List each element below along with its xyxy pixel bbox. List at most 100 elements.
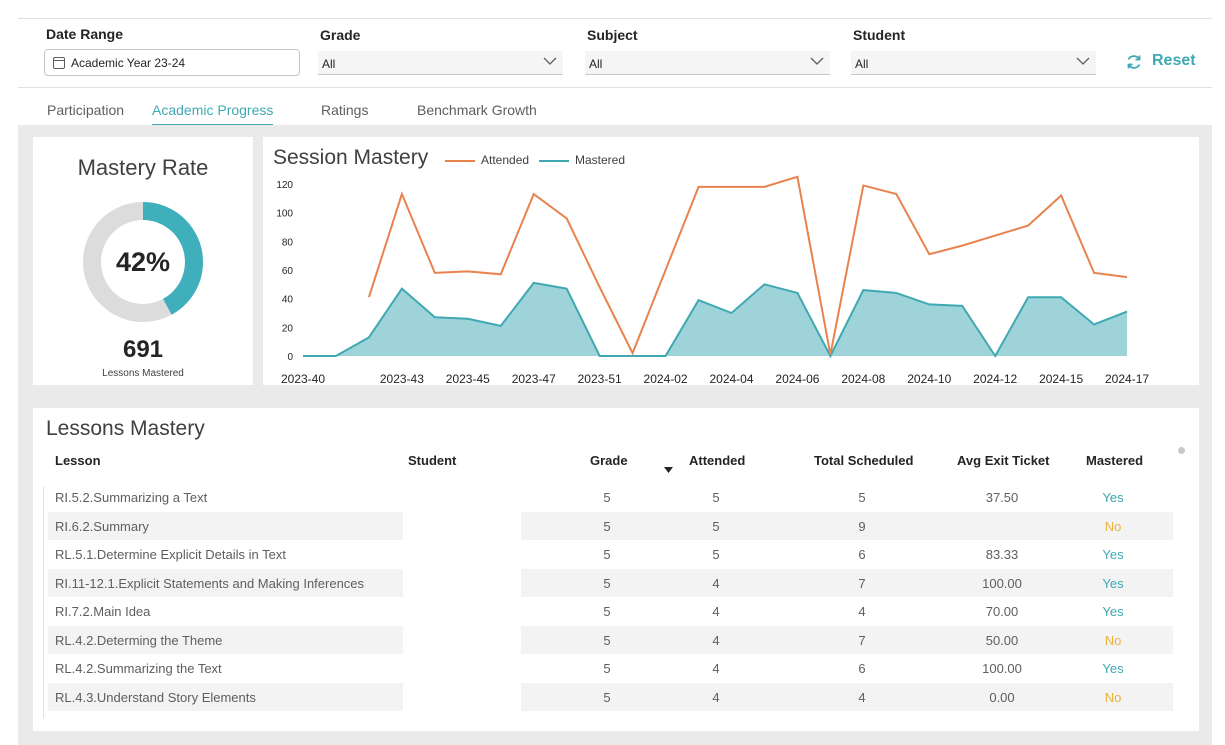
legend-attended-swatch xyxy=(445,160,475,162)
cell-mastered: Yes xyxy=(1102,547,1124,562)
chevron-down-icon xyxy=(1076,57,1090,65)
session-mastery-chart: 0 20 40 60 80 100 120 2023-40 2023-43 2023-45 2023… xyxy=(276,175,1149,385)
col-total-scheduled[interactable]: Total Scheduled xyxy=(814,453,914,468)
y-tick-label: 0 xyxy=(287,352,293,363)
cell-lesson: RI.11-12.1.Explicit Statements and Makin… xyxy=(55,575,365,591)
cell-total: 4 xyxy=(858,689,866,705)
col-student[interactable]: Student xyxy=(408,453,457,468)
table-row[interactable]: RI.6.2.Summary 5 5 9 No xyxy=(48,511,1173,540)
cell-grade: 5 xyxy=(603,575,611,591)
cell-lesson: RI.5.2.Summarizing a Text xyxy=(55,490,208,505)
filter-divider xyxy=(18,87,1212,88)
table-row[interactable]: RI.5.2.Summarizing a Text 5 5 5 37.50 Yes xyxy=(48,483,1173,511)
cell-total: 9 xyxy=(858,518,866,534)
donut-mastered-arc xyxy=(83,202,203,322)
x-tick-label: 2023-43 xyxy=(380,372,424,385)
x-tick-label: 2024-10 xyxy=(907,372,951,385)
subject-dropdown[interactable]: All xyxy=(585,51,830,75)
col-mastered[interactable]: Mastered xyxy=(1086,453,1144,468)
refresh-icon xyxy=(1127,55,1141,69)
grade-dropdown[interactable]: All xyxy=(318,51,563,75)
table-row[interactable]: RI.7.2.Main Idea 5 4 4 70.00 Yes xyxy=(48,597,1173,625)
row-shade xyxy=(521,511,1173,540)
table-row[interactable]: RI.11-12.1.Explicit Statements and Makin… xyxy=(48,568,1173,597)
tab-ratings[interactable]: Ratings xyxy=(321,102,369,118)
x-tick-label: 2024-06 xyxy=(775,372,819,385)
row-shade xyxy=(521,682,1173,711)
cell-total: 4 xyxy=(858,604,866,619)
x-tick-label: 2023-51 xyxy=(578,372,622,385)
cell-grade: 5 xyxy=(603,661,611,676)
cell-grade: 5 xyxy=(603,490,611,505)
cell-grade: 5 xyxy=(603,604,611,619)
cell-attended: 5 xyxy=(712,490,720,505)
cell-attended: 5 xyxy=(712,518,720,534)
chevron-down-icon xyxy=(810,57,824,65)
grade-label: Grade xyxy=(320,27,361,43)
row-shade xyxy=(48,625,403,654)
grade-filter: Grade xyxy=(320,27,360,43)
cell-total: 5 xyxy=(858,490,866,505)
col-attended[interactable]: Attended xyxy=(689,453,746,468)
col-avg-exit-ticket[interactable]: Avg Exit Ticket xyxy=(957,453,1050,468)
x-tick-label: 2024-17 xyxy=(1105,372,1149,385)
cell-total: 6 xyxy=(858,661,866,676)
table-left-border xyxy=(43,486,44,718)
report-canvas: Mastery Rate 42% 691 Lessons Mastered Se… xyxy=(18,125,1212,745)
session-mastery-title: Session Mastery xyxy=(273,146,429,169)
cell-lesson: RL.4.3.Understand Story Elements xyxy=(55,689,256,705)
legend-mastered-swatch xyxy=(539,160,569,162)
lessons-mastered-caption: Lessons Mastered xyxy=(102,368,184,379)
cell-attended: 4 xyxy=(712,661,720,676)
cell-lesson: RL.5.1.Determine Explicit Details in Tex… xyxy=(55,547,286,562)
sort-desc-icon[interactable] xyxy=(664,467,673,473)
mastery-rate-card: Mastery Rate 42% 691 Lessons Mastered xyxy=(33,137,253,385)
y-tick-label: 100 xyxy=(276,209,293,220)
cell-mastered: Yes xyxy=(1102,661,1124,676)
subject-filter: Subject xyxy=(587,27,638,43)
top-divider xyxy=(18,18,1212,19)
tab-benchmark-growth[interactable]: Benchmark Growth xyxy=(413,102,541,126)
row-shade xyxy=(48,511,403,540)
cell-mastered: No xyxy=(1104,689,1122,705)
date-range-filter: Date Range xyxy=(46,26,123,42)
legend-attended-label: Attended xyxy=(481,153,530,167)
subject-label: Subject xyxy=(587,27,638,43)
x-tick-label: 2024-02 xyxy=(644,372,688,385)
x-tick-label: 2024-12 xyxy=(973,372,1017,385)
cell-total: 6 xyxy=(858,547,866,562)
cell-attended: 5 xyxy=(712,547,720,562)
cell-lesson: RL.4.2.Determing the Theme xyxy=(55,632,223,648)
y-tick-label: 20 xyxy=(282,323,294,334)
table-row[interactable]: RL.5.1.Determine Explicit Details in Tex… xyxy=(48,540,1173,568)
chevron-down-icon xyxy=(543,57,557,65)
date-range-input[interactable]: Academic Year 23-24 xyxy=(44,49,300,76)
table-row[interactable]: RL.4.2.Summarizing the Text 5 4 6 100.00 Yes xyxy=(48,654,1173,682)
date-range-value: Academic Year 23-24 xyxy=(71,56,186,70)
col-lesson[interactable]: Lesson xyxy=(55,453,101,468)
calendar-icon xyxy=(53,57,65,69)
table-row[interactable]: RL.4.2.Determing the Theme 5 4 7 50.00 No xyxy=(48,625,1173,654)
cell-avg: 0.00 xyxy=(989,689,1015,705)
tab-academic-progress[interactable]: Academic Progress xyxy=(152,102,274,126)
cell-mastered: No xyxy=(1104,632,1122,648)
row-shade xyxy=(521,625,1173,654)
table-row[interactable]: RL.4.3.Understand Story Elements 5 4 4 0.00 N… xyxy=(48,682,1173,711)
cell-avg: 83.33 xyxy=(985,547,1019,562)
col-grade[interactable]: Grade xyxy=(590,453,628,468)
cell-attended: 4 xyxy=(712,575,720,591)
mastery-rate-title: Mastery Rate xyxy=(77,155,209,180)
cell-lesson: RL.4.2.Summarizing the Text xyxy=(55,661,222,676)
x-tick-label: 2024-15 xyxy=(1039,372,1083,385)
cell-grade: 5 xyxy=(603,518,611,534)
cell-mastered: Yes xyxy=(1102,575,1124,591)
attended-line xyxy=(367,175,1128,356)
cell-avg: 100.00 xyxy=(982,661,1022,676)
student-dropdown[interactable]: All xyxy=(851,51,1096,75)
scrollbar-thumb[interactable] xyxy=(1178,447,1185,454)
lessons-mastery-title: Lessons Mastery xyxy=(46,417,205,440)
y-tick-label: 40 xyxy=(282,295,294,306)
tab-participation[interactable]: Participation xyxy=(47,102,125,118)
x-tick-label: 2024-04 xyxy=(709,372,753,385)
cell-avg: 100.00 xyxy=(982,575,1022,591)
